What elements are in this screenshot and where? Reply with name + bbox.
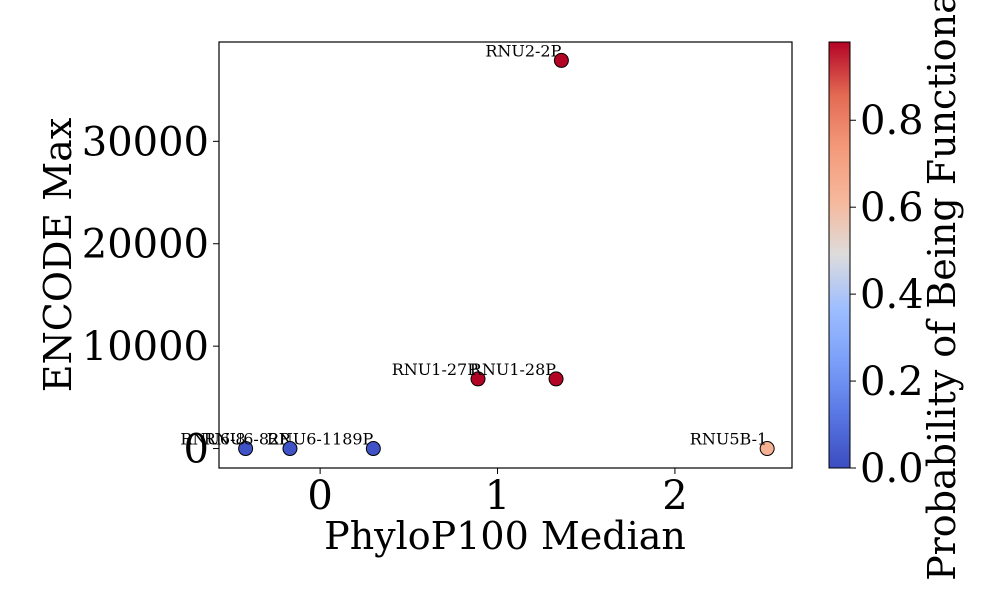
- point-label-rnu6-8: RNU6-8: [180, 430, 245, 449]
- points-layer: RNU2-2PRNU1-27PRNU1-28PRNU6-1189PRNU6-8R…: [180, 41, 775, 457]
- point-label-rnu6-82p: RNU6-82P: [204, 430, 290, 449]
- data-point-rnu6-8: [238, 441, 254, 457]
- y-tick-label: 10000: [82, 324, 209, 370]
- point-label-rnu5b-1: RNU5B-1: [690, 430, 767, 449]
- y-tick-label: 20000: [82, 222, 209, 268]
- data-point-rnu2-2p: [553, 52, 569, 68]
- x-axis: 0 1 2: [307, 468, 688, 519]
- colorbar-tick-label: 0.8: [860, 98, 924, 144]
- data-point-rnu6-1189p: [365, 441, 381, 457]
- y-tick-label: 0: [184, 427, 209, 473]
- x-tick-label: 1: [485, 473, 510, 519]
- x-tick-label: 0: [307, 473, 332, 519]
- colorbar-tick-label: 0.4: [860, 272, 924, 318]
- y-axis: 0 10000 20000 30000: [82, 119, 219, 473]
- y-axis-label: ENCODE Max: [36, 118, 80, 393]
- plot-frame: [218, 41, 793, 469]
- colorbar-tick-label: 0.0: [860, 446, 924, 492]
- colorbar-label: Probability of Being Functional: [920, 0, 964, 581]
- x-tick-label: 2: [662, 473, 687, 519]
- data-point-rnu5b-1: [759, 441, 775, 457]
- colorbar-gradient: [828, 41, 851, 469]
- y-tick-label: 30000: [82, 119, 209, 165]
- colorbar-tick-label: 0.2: [860, 359, 924, 405]
- data-point-rnu1-28p: [548, 371, 564, 387]
- colorbar-tick-label: 0.6: [860, 185, 924, 231]
- point-label-rnu2-2p: RNU2-2P: [485, 41, 561, 60]
- point-label-rnu1-28p: RNU1-28P: [470, 360, 556, 379]
- data-point-rnu1-27p: [470, 371, 486, 387]
- x-axis-label: PhyloP100 Median: [324, 514, 686, 558]
- point-label-rnu1-27p: RNU1-27P: [392, 360, 478, 379]
- colorbar-ticks: 0.0 0.2 0.4 0.6 0.8: [850, 98, 924, 492]
- data-point-rnu6-82p: [282, 441, 298, 457]
- colorbar: 0.0 0.2 0.4 0.6 0.8 Probability of Being Fun…: [828, 0, 964, 581]
